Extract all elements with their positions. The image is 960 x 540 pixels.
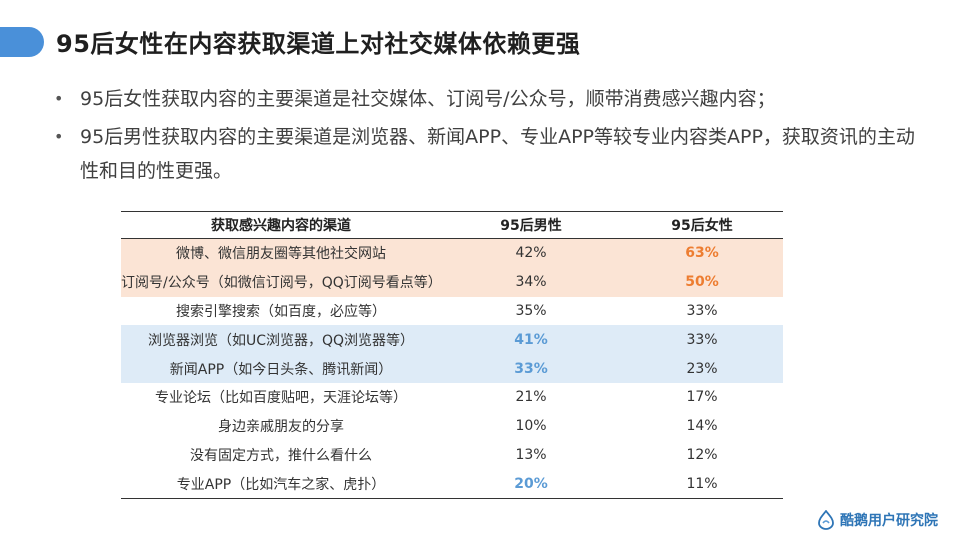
bullet-text: 95后女性获取内容的主要渠道是社交媒体、订阅号/公众号，顺带消费感兴趣内容；	[80, 88, 776, 110]
cell-channel: 微博、微信朋友圈等其他社交网站	[121, 238, 441, 268]
cell-female: 50%	[621, 267, 783, 297]
table-row: 浏览器浏览（如UC浏览器，QQ浏览器等） 41% 33%	[121, 325, 783, 355]
cell-channel: 没有固定方式，推什么看什么	[190, 447, 372, 464]
cell-channel: 订阅号/公众号（如微信订阅号，QQ订阅号看点等）	[121, 267, 442, 297]
logo-text: 酷鹅用户研究院	[840, 513, 938, 529]
table-header-row: 获取感兴趣内容的渠道 95后男性 95后女性	[121, 211, 783, 239]
bullet-text: 95后男性获取内容的主要渠道是浏览器、新闻APP、专业APP等较专业内容类APP…	[80, 126, 915, 182]
cell-female: 23%	[621, 354, 783, 383]
cell-male: 13%	[515, 446, 547, 463]
bullet-dot-icon: •	[54, 127, 64, 146]
bullet-dot-icon: •	[54, 89, 64, 108]
table-row: 微博、微信朋友圈等其他社交网站 42% 63%	[121, 238, 783, 268]
table-row: 身边亲戚朋友的分享 10% 14%	[121, 412, 783, 441]
cell-channel: 浏览器浏览（如UC浏览器，QQ浏览器等）	[121, 325, 441, 355]
cell-female: 63%	[621, 238, 783, 268]
cell-female: 11%	[621, 469, 783, 500]
cell-channel: 身边亲戚朋友的分享	[218, 419, 344, 436]
title-accent-bar	[0, 27, 44, 57]
bullet-item: • 95后女性获取内容的主要渠道是社交媒体、订阅号/公众号，顺带消费感兴趣内容；	[50, 82, 930, 116]
penguin-drop-icon	[818, 510, 834, 530]
cell-male: 33%	[441, 354, 621, 383]
cell-male: 41%	[441, 325, 621, 355]
table-row: 没有固定方式，推什么看什么 13% 12%	[121, 441, 783, 470]
cell-male: 35%	[515, 302, 547, 319]
cell-female: 33%	[621, 325, 783, 355]
cell-male: 34%	[441, 267, 621, 297]
cell-channel: 专业论坛（比如百度贴吧，天涯论坛等）	[155, 390, 407, 407]
bullet-list: • 95后女性获取内容的主要渠道是社交媒体、订阅号/公众号，顺带消费感兴趣内容；…	[50, 82, 930, 192]
cell-channel: 专业APP（比如汽车之家、虎扑）	[121, 469, 441, 500]
cell-female: 14%	[686, 418, 718, 435]
channel-table: 获取感兴趣内容的渠道 95后男性 95后女性 微博、微信朋友圈等其他社交网站 42…	[121, 211, 783, 500]
brand-logo: 酷鹅用户研究院	[816, 510, 938, 530]
header-channel: 获取感兴趣内容的渠道	[121, 211, 441, 239]
table-row: 新闻APP（如今日头条、腾讯新闻） 33% 23%	[121, 354, 783, 383]
header-male: 95后男性	[441, 211, 621, 239]
header-female: 95后女性	[621, 211, 783, 239]
cell-female: 33%	[686, 302, 718, 319]
bullet-item: • 95后男性获取内容的主要渠道是浏览器、新闻APP、专业APP等较专业内容类A…	[50, 120, 930, 188]
cell-channel: 新闻APP（如今日头条、腾讯新闻）	[121, 354, 441, 383]
slide-title: 95后女性在内容获取渠道上对社交媒体依赖更强	[56, 30, 581, 58]
table-row: 专业APP（比如汽车之家、虎扑） 20% 11%	[121, 469, 783, 500]
table-body: 微博、微信朋友圈等其他社交网站 42% 63% 订阅号/公众号（如微信订阅号，QQ订阅…	[121, 238, 783, 500]
cell-female: 17%	[686, 389, 718, 406]
cell-male: 42%	[441, 238, 621, 268]
cell-channel: 搜索引擎搜索（如百度，必应等）	[176, 303, 386, 320]
cell-male: 10%	[515, 418, 547, 435]
cell-male: 20%	[441, 469, 621, 500]
table-row: 订阅号/公众号（如微信订阅号，QQ订阅号看点等） 34% 50%	[121, 267, 783, 297]
cell-female: 12%	[686, 446, 718, 463]
table-row: 专业论坛（比如百度贴吧，天涯论坛等） 21% 17%	[121, 383, 783, 412]
cell-male: 21%	[515, 389, 547, 406]
table-row: 搜索引擎搜索（如百度，必应等） 35% 33%	[121, 297, 783, 326]
